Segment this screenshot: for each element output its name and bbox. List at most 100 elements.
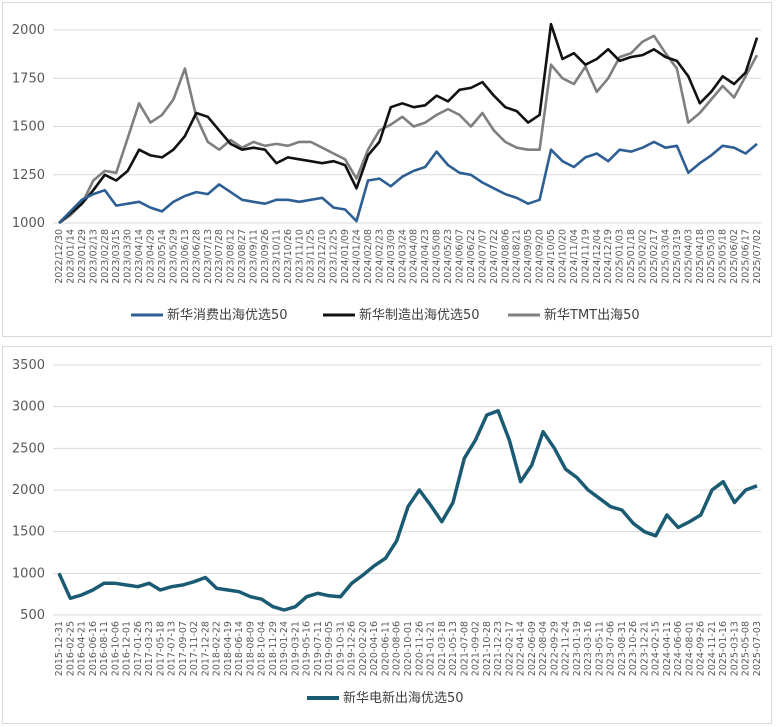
x-tick-label: 2018-08-09 bbox=[245, 621, 256, 676]
x-tick-label: 2023/05/29 bbox=[168, 229, 179, 284]
chart-panel-2: 500 1000 1500 2000 2500 3000 3500 2015-12-31 201… bbox=[2, 346, 772, 724]
x-tick-label: 2025/06/17 bbox=[741, 229, 752, 284]
x-tick-label: 2023/08/27 bbox=[237, 229, 248, 284]
x-tick-label: 2025/05/18 bbox=[718, 229, 729, 284]
x-tick-label: 2024/12/19 bbox=[603, 229, 614, 284]
x-tick-label: 2024/10/20 bbox=[557, 229, 568, 284]
x-tick-label: 2023-08-31 bbox=[617, 621, 628, 676]
x-tick-label: 2023/06/28 bbox=[191, 229, 202, 284]
x-tick-label: 2022/12/30 bbox=[54, 229, 65, 284]
x-tick-label: 2019-03-21 bbox=[290, 621, 301, 676]
y-tick-label: 3000 bbox=[12, 400, 45, 415]
x-tick-label: 2025/07/02 bbox=[752, 229, 763, 284]
x-tick-label: 2017-09-07 bbox=[178, 621, 189, 676]
x-tick-label: 2016-02-25 bbox=[65, 621, 76, 676]
x-tick-label: 2023/11/25 bbox=[306, 229, 317, 284]
x-tick-label: 2019-01-24 bbox=[279, 621, 290, 676]
x-tick-label: 2023/08/12 bbox=[226, 229, 237, 284]
x-tick-label: 2021-03-18 bbox=[437, 621, 448, 676]
x-tick-label: 2023-03-16 bbox=[583, 621, 594, 676]
x-tick-label: 2016-08-11 bbox=[99, 621, 110, 676]
x-tick-label: 2023/03/15 bbox=[111, 229, 122, 284]
x-tick-label: 2020-10-01 bbox=[403, 621, 414, 676]
y-tick-label: 2000 bbox=[12, 23, 45, 38]
x-tick-label: 2023-07-06 bbox=[606, 621, 617, 676]
x-tick-label: 2017-05-18 bbox=[155, 621, 166, 676]
x-tick-label: 2022-04-14 bbox=[516, 621, 527, 676]
x-tick-label: 2024/09/20 bbox=[535, 229, 546, 284]
x-tick-label: 2021-05-13 bbox=[448, 621, 459, 676]
x-tick-label: 2023-05-11 bbox=[594, 621, 605, 676]
x-tick-label: 2022-02-17 bbox=[504, 621, 515, 676]
x-tick-label: 2023/05/14 bbox=[157, 229, 168, 284]
legend-label: 新华电新出海优选50 bbox=[343, 690, 464, 706]
line-chart-1: 1000 1250 1500 1750 2000 2022/12/30 2023/01/14… bbox=[12, 22, 763, 323]
x-tick-label: 2024-09-26 bbox=[696, 621, 707, 676]
x-tick-label: 2025-07-03 bbox=[752, 621, 763, 676]
x-tick-label: 2024/11/04 bbox=[569, 229, 580, 284]
legend-label: 新华TMT出海50 bbox=[544, 307, 640, 323]
x-tick-label: 2024-11-21 bbox=[707, 621, 718, 676]
x-tick-label: 2022-06-09 bbox=[527, 621, 538, 676]
x-tick-label: 2016-04-21 bbox=[77, 621, 88, 676]
x-tick-label: 2020-11-26 bbox=[414, 621, 425, 676]
x-tick-label: 2025-01-16 bbox=[718, 621, 729, 676]
x-tick-label: 2015-12-31 bbox=[54, 621, 65, 676]
x-tick-label: 2025/01/18 bbox=[626, 229, 637, 284]
y-tick-label: 500 bbox=[20, 608, 45, 623]
x-tick-label: 2025/02/02 bbox=[638, 229, 649, 284]
y-tick-label: 2000 bbox=[12, 483, 45, 498]
legend-label: 新华制造出海优选50 bbox=[359, 307, 480, 323]
x-tick-label: 2022-11-24 bbox=[561, 621, 572, 676]
x-tick-label: 2024-08-01 bbox=[684, 621, 695, 676]
x-tick-label: 2023-12-21 bbox=[639, 621, 650, 676]
x-tick-label: 2023/07/13 bbox=[203, 229, 214, 284]
x-tick-label: 2025/05/03 bbox=[706, 229, 717, 284]
x-tick-label: 2020-02-20 bbox=[358, 621, 369, 676]
x-tick-label: 2024/05/08 bbox=[432, 229, 443, 284]
x-tick-label: 2023/10/11 bbox=[271, 229, 282, 284]
chart-panel-1: 1000 1250 1500 1750 2000 2022/12/30 2023/01/14… bbox=[2, 2, 772, 337]
x-tick-label: 2023/06/13 bbox=[180, 229, 191, 284]
y-tick-label: 1250 bbox=[12, 168, 45, 183]
x-tick-label: 2020-08-06 bbox=[392, 621, 403, 676]
x-tick-label: 2025/03/19 bbox=[672, 229, 683, 284]
x-tick-label: 2023/12/25 bbox=[329, 229, 340, 284]
x-tick-label: 2023/10/26 bbox=[283, 229, 294, 284]
x-tick-label: 2021-12-23 bbox=[493, 621, 504, 676]
x-tick-label: 2023/07/28 bbox=[214, 229, 225, 284]
x-tick-label: 2024/07/22 bbox=[489, 229, 500, 284]
x-tick-label: 2024/01/09 bbox=[340, 229, 351, 284]
x-tick-label: 2025/01/03 bbox=[615, 229, 626, 284]
x-tick-label: 2025-03-13 bbox=[729, 621, 740, 676]
x-tick-label: 2023/09/11 bbox=[249, 229, 260, 284]
x-tick-label: 2023-01-19 bbox=[572, 621, 583, 676]
y-tick-label: 1500 bbox=[12, 120, 45, 135]
y-tick-label: 2500 bbox=[12, 441, 45, 456]
x-tick-label: 2024/09/05 bbox=[523, 229, 534, 284]
x-tick-label: 2024-02-15 bbox=[651, 621, 662, 676]
x-tick-label: 2019-12-26 bbox=[347, 621, 358, 676]
x-tick-label: 2017-01-26 bbox=[133, 621, 144, 676]
x-tick-label: 2023/01/29 bbox=[77, 229, 88, 284]
x-tick-label: 2024/05/23 bbox=[443, 229, 454, 284]
x-tick-label: 2024/10/05 bbox=[546, 229, 557, 284]
x-tick-label: 2017-11-02 bbox=[189, 621, 200, 676]
x-tick-label: 2017-12-28 bbox=[200, 621, 211, 676]
x-tick-label: 2023/02/28 bbox=[100, 229, 111, 284]
x-tick-label: 2024/01/24 bbox=[352, 229, 363, 284]
x-tick-label: 2023/02/13 bbox=[88, 229, 99, 284]
series-line-1 bbox=[57, 409, 758, 612]
x-tick-label: 2023/01/14 bbox=[65, 229, 76, 284]
y-tick-label: 1000 bbox=[12, 566, 45, 581]
x-tick-label: 2017-07-13 bbox=[167, 621, 178, 676]
x-tick-label: 2024/02/08 bbox=[363, 229, 374, 284]
x-tick-label: 2025/04/03 bbox=[683, 229, 694, 284]
x-tick-label: 2019-10-31 bbox=[335, 621, 346, 676]
x-tick-label: 2023/09/26 bbox=[260, 229, 271, 284]
x-tick-label: 2024/04/23 bbox=[420, 229, 431, 284]
x-tick-label: 2016-12-01 bbox=[122, 621, 133, 676]
x-tick-label: 2023/04/29 bbox=[146, 229, 157, 284]
x-tick-label: 2024/08/06 bbox=[500, 229, 511, 284]
